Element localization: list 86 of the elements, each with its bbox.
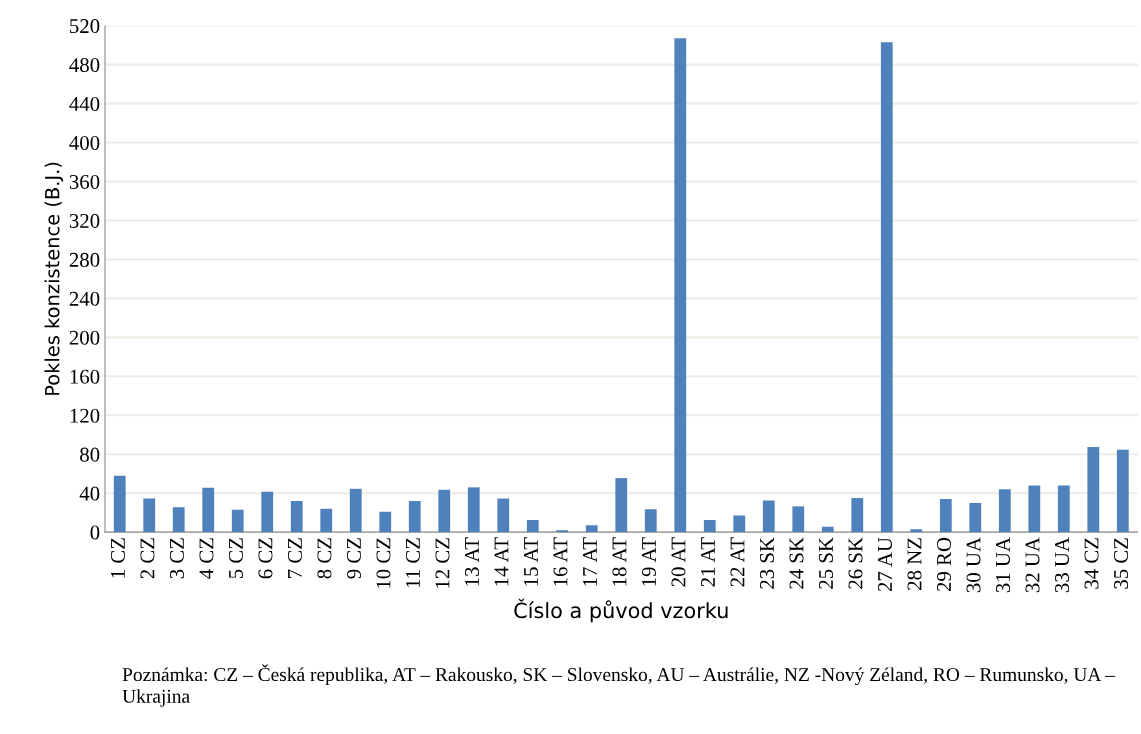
bar: [880, 42, 893, 533]
bar: [674, 38, 687, 533]
bar: [231, 509, 244, 533]
bar: [202, 487, 215, 533]
y-tick-label: 360: [69, 174, 100, 189]
x-tick-label: 3 CZ: [169, 538, 184, 579]
text: Poznámka: CZ – Česká republika, AT – Rakousko, SK – Slovensko, AU – Austrálie, NZ -Nový Zéland, RO – Rumunsko, UA – Ukrajina: [122, 664, 1116, 707]
x-tick-label: 19 AT: [641, 537, 656, 586]
y-tick-label: 480: [69, 58, 100, 73]
y-tick-label: 520: [70, 19, 100, 34]
bar: [526, 519, 539, 533]
bar: [703, 519, 716, 533]
bar: [1057, 485, 1070, 533]
x-tick-label: 17 AT: [583, 537, 597, 586]
bar: [615, 478, 628, 533]
x-tick-label: 18 AT: [612, 537, 627, 586]
y-tick-label: 200: [69, 330, 100, 345]
x-tick-label: 12 CZ: [435, 538, 450, 588]
bar: [1116, 449, 1129, 533]
x-tick-label: 22 AT: [730, 537, 745, 587]
bar: [762, 500, 775, 533]
y-tick-label: 120: [70, 408, 100, 423]
bar: [172, 507, 185, 533]
bar: [1028, 485, 1041, 533]
bar: [1087, 446, 1100, 533]
y-tick-label: 40: [79, 486, 100, 501]
y-tick-label: 400: [69, 135, 100, 150]
x-tick-label: 7 CZ: [287, 538, 302, 578]
x-tick-label: 2 CZ: [140, 538, 155, 579]
bar: [349, 488, 362, 533]
bar: [467, 487, 480, 533]
y-tick-label: 0: [90, 525, 100, 540]
bar: [733, 515, 746, 533]
x-tick-label: 28 NZ: [907, 538, 922, 590]
x-tick-label: 25 SK: [819, 537, 834, 589]
x-tick-label: 20 AT: [671, 537, 686, 587]
x-tick-label: 34 CZ: [1084, 538, 1099, 589]
bar: [821, 526, 834, 533]
x-tick-label: 23 SK: [760, 537, 774, 589]
x-tick-label: 30 UA: [966, 537, 981, 593]
bar: [261, 491, 274, 533]
x-tick-label: 33 UA: [1055, 537, 1070, 593]
x-tick-label: 11 CZ: [405, 538, 420, 588]
y-tick-label: 320: [69, 213, 100, 228]
x-tick-label: 14 AT: [494, 537, 509, 586]
bar: [290, 500, 303, 533]
y-tick-label: 80: [80, 447, 100, 462]
y-tick-label: 440: [69, 96, 100, 112]
y-tick-label: 280: [69, 252, 100, 267]
bar: [644, 509, 657, 533]
y-axis-title: Pokles konzistence (B.J.): [44, 162, 64, 395]
bar: [998, 489, 1011, 533]
x-tick-label: 13 AT: [464, 537, 479, 586]
bar: [910, 529, 923, 533]
x-tick-label: 21 AT: [701, 537, 715, 587]
x-tick-label: 32 UA: [1025, 537, 1040, 593]
x-tick-label: 24 SK: [789, 537, 804, 589]
bar: [792, 506, 805, 533]
bar: [939, 499, 952, 533]
x-tick-label: 5 CZ: [228, 538, 243, 579]
x-tick-label: 6 CZ: [258, 538, 273, 579]
x-tick-label: 35 CZ: [1114, 538, 1129, 589]
bar: [143, 498, 156, 533]
x-tick-label: 4 CZ: [199, 538, 214, 579]
bar: [585, 525, 598, 533]
x-tick-label: 15 AT: [524, 537, 538, 586]
x-tick-label: 8 CZ: [317, 538, 332, 579]
y-tick-label: 240: [69, 291, 100, 306]
x-tick-label: 31 UA: [996, 537, 1011, 593]
bar: [113, 475, 126, 533]
bar: [320, 508, 333, 533]
x-tick-label: 16 AT: [553, 537, 568, 586]
x-tick-label: 1 CZ: [110, 538, 125, 578]
x-tick-label: 9 CZ: [346, 538, 361, 579]
bar: [438, 489, 451, 533]
y-tick-label: 160: [70, 369, 100, 384]
bar: [408, 500, 421, 533]
bar: [497, 498, 510, 533]
x-tick-label: 26 SK: [848, 537, 863, 589]
x-axis-title: Číslo a původ vzorku: [514, 598, 728, 623]
bar: [969, 502, 982, 533]
x-tick-label: 10 CZ: [376, 538, 391, 588]
x-tick-label: 29 RO: [937, 537, 952, 592]
bar: [379, 511, 392, 533]
x-tick-label: 27 AU: [878, 537, 893, 592]
bar: [851, 498, 864, 533]
